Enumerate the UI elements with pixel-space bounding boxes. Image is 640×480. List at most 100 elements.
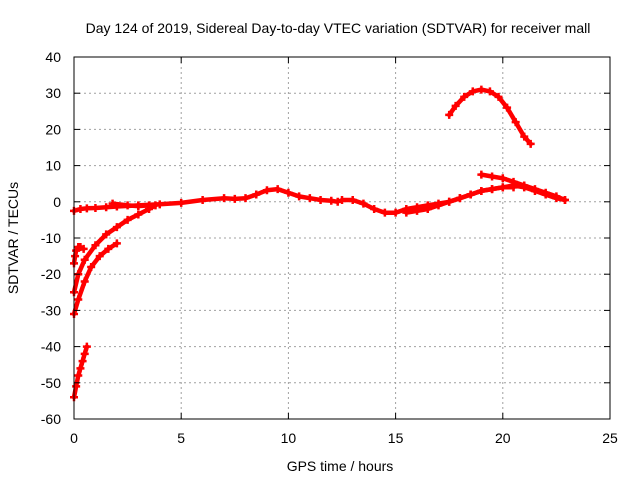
x-tick-label: 5	[177, 430, 185, 446]
data-point	[333, 197, 342, 206]
series-line-arc-3	[71, 203, 158, 295]
data-point	[413, 206, 422, 215]
data-point	[241, 194, 250, 203]
data-point	[503, 103, 512, 112]
data-point	[295, 192, 304, 201]
y-tick-label: 30	[45, 85, 61, 101]
data-point	[102, 230, 111, 239]
data-point	[552, 192, 561, 201]
series-line-arc-4	[71, 241, 120, 317]
series-arc-1	[70, 342, 91, 402]
data-point	[509, 177, 518, 186]
data-point	[488, 185, 497, 194]
data-point	[560, 195, 569, 204]
data-point	[485, 87, 494, 96]
y-tick-label: -20	[41, 266, 61, 282]
y-tick-label: -40	[41, 339, 61, 355]
data-point	[511, 118, 520, 127]
data-point	[466, 190, 475, 199]
data-point	[198, 195, 207, 204]
data-point	[80, 255, 89, 264]
data-point	[123, 201, 132, 210]
data-point	[220, 194, 229, 203]
x-axis-label: GPS time / hours	[287, 458, 394, 474]
series-arc-6	[108, 199, 154, 211]
data-point	[78, 357, 87, 366]
data-point	[348, 195, 357, 204]
data-point	[460, 92, 469, 101]
data-point	[391, 208, 400, 217]
y-tick-label: 40	[45, 49, 61, 65]
series-arc-9	[477, 170, 569, 204]
data-point	[112, 223, 121, 232]
data-point	[477, 186, 486, 195]
data-point	[112, 239, 121, 248]
data-point	[80, 349, 89, 358]
x-tick-label: 10	[281, 430, 297, 446]
data-point	[520, 181, 529, 190]
y-tick-label: 20	[45, 121, 61, 137]
y-tick-labels: -60 -50 -40 -30 -20 -10 0 10 20 30 40	[41, 49, 61, 427]
data-point	[123, 215, 132, 224]
data-point	[95, 252, 104, 261]
series-line-arc-6	[110, 201, 152, 209]
series-arc-8	[402, 181, 569, 217]
data-point	[134, 202, 143, 211]
data-point	[434, 201, 443, 210]
x-tick-label: 20	[495, 430, 511, 446]
data-point	[445, 197, 454, 206]
x-tick-label: 25	[602, 430, 618, 446]
x-tick-label: 0	[70, 430, 78, 446]
y-tick-label: -60	[41, 411, 61, 427]
data-point	[177, 198, 186, 207]
series-arc-4	[70, 239, 121, 319]
data-point	[477, 170, 486, 179]
data-point	[526, 139, 535, 148]
data-point	[494, 92, 503, 101]
data-series	[70, 85, 569, 402]
x-tick-labels: 0 5 10 15 20 25	[70, 430, 618, 446]
data-point	[104, 244, 113, 253]
data-point	[520, 132, 529, 141]
data-point	[72, 382, 81, 391]
y-tick-label: 0	[53, 194, 61, 210]
y-tick-label: -50	[41, 375, 61, 391]
data-point	[91, 203, 100, 212]
data-point	[380, 208, 389, 217]
data-point	[451, 101, 460, 110]
data-point	[498, 174, 507, 183]
data-point	[79, 244, 88, 253]
data-point	[455, 194, 464, 203]
data-point	[423, 205, 432, 214]
series-line-arc-5	[71, 186, 340, 214]
data-point	[155, 200, 164, 209]
y-tick-label: 10	[45, 158, 61, 174]
data-point	[230, 194, 239, 203]
data-point	[359, 199, 368, 208]
x-tick-label: 15	[388, 430, 404, 446]
data-point	[102, 203, 111, 212]
series-arc-5	[70, 185, 342, 215]
data-point	[82, 204, 91, 213]
data-point	[305, 194, 314, 203]
data-point	[488, 172, 497, 181]
y-axis-label: SDTVAR / TECUs	[5, 182, 21, 294]
data-point	[477, 85, 486, 94]
data-point	[252, 190, 261, 199]
data-point	[82, 342, 91, 351]
data-point	[284, 188, 293, 197]
data-point	[76, 364, 85, 373]
data-point	[468, 87, 477, 96]
y-tick-label: -30	[41, 302, 61, 318]
axis-ticks	[73, 56, 611, 420]
grid-lines	[74, 57, 610, 419]
chart-title: Day 124 of 2019, Sidereal Day-to-day VTE…	[86, 20, 591, 36]
data-point	[74, 295, 83, 304]
data-point	[134, 210, 143, 219]
data-point	[530, 185, 539, 194]
data-point	[445, 110, 454, 119]
data-point	[370, 205, 379, 214]
data-point	[262, 186, 271, 195]
data-point	[108, 199, 117, 208]
